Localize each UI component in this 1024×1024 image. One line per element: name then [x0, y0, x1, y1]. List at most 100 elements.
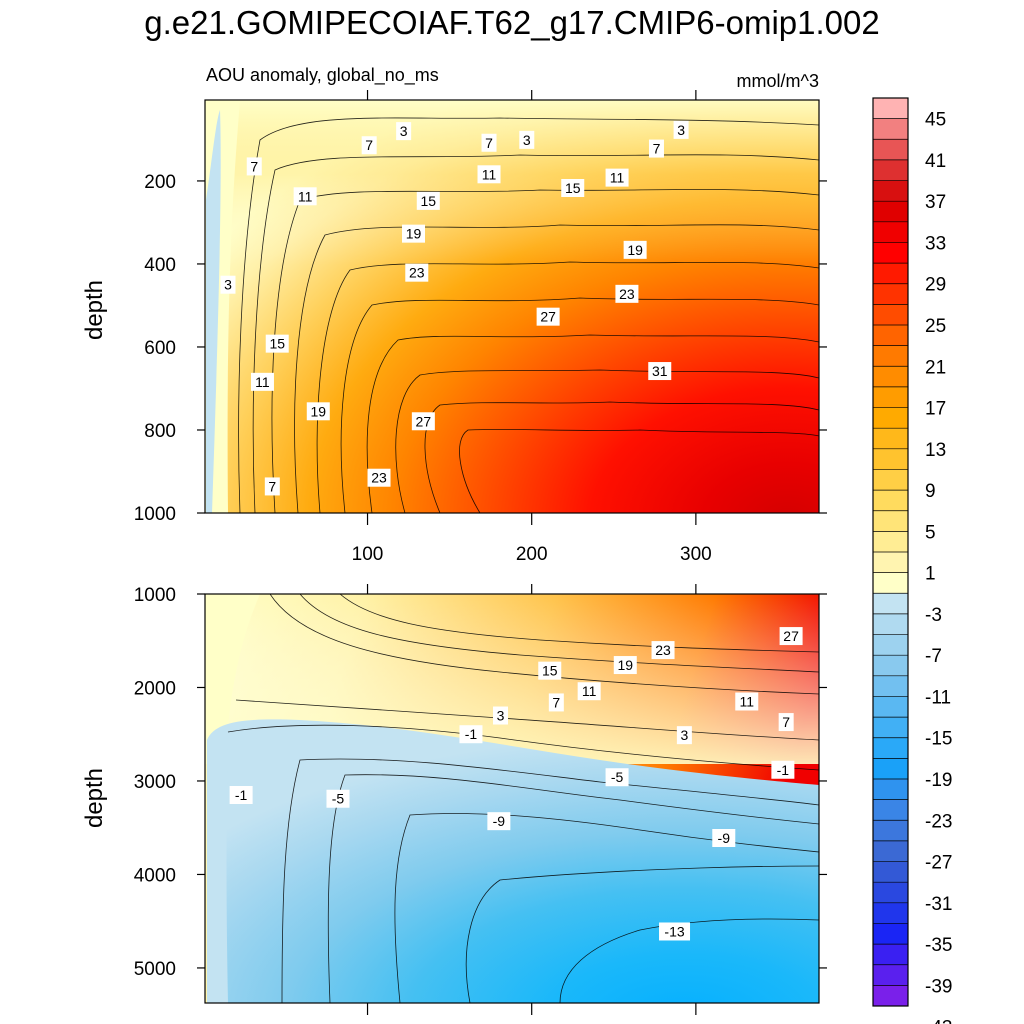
contour-label: 7: [361, 136, 377, 155]
contour-label-text: 27: [783, 628, 799, 644]
contour-label-text: 7: [552, 694, 560, 710]
contour-label-text: -9: [718, 830, 731, 846]
contour-label-text: 15: [420, 193, 436, 209]
x-tick-label: 100: [352, 544, 384, 565]
contour-label-text: 23: [371, 470, 387, 486]
colorbar-swatch: [873, 717, 908, 739]
colorbar-swatch: [873, 779, 908, 801]
colorbar: 45 41 37 33 29 25 21 17 13 9 5 1 -3 -7 -11 -15 -19 -23 -27…: [872, 97, 952, 1024]
colorbar-swatch: [873, 531, 908, 553]
contour-label-text: 15: [542, 663, 558, 679]
y-tick-label: 1000: [134, 504, 176, 525]
colorbar-swatch: [873, 696, 908, 718]
colorbar-swatch: [873, 201, 908, 223]
colorbar-swatch: [873, 572, 908, 594]
contour-label-text: 3: [400, 123, 408, 139]
colorbar-swatch: [873, 221, 908, 243]
contour-label-text: 27: [416, 413, 432, 429]
contour-label: -9: [712, 828, 736, 847]
colorbar-swatch: [873, 902, 908, 924]
contour-label-text: 7: [268, 478, 276, 494]
contour-label: -1: [229, 785, 253, 804]
colorbar-swatch: [873, 345, 908, 367]
colorbar-swatch: [873, 613, 908, 635]
contour-label: 15: [265, 334, 289, 353]
colorbar-swatch: [873, 882, 908, 904]
contour-label-text: -9: [493, 813, 506, 829]
contour-label-text: 11: [739, 694, 754, 710]
y-tick-label: 400: [144, 255, 176, 276]
figure-title: g.e21.GOMIPECOIAF.T62_g17.CMIP6-omip1.00…: [144, 4, 880, 41]
colorbar-frame: [872, 97, 909, 1007]
contour-label: 3: [493, 706, 509, 725]
contour-label: -5: [326, 789, 350, 808]
y-tick-label: 600: [144, 338, 176, 359]
contour-label: 15: [416, 191, 440, 210]
contour-label: 27: [536, 307, 560, 326]
negative-sliver: [206, 110, 221, 513]
contour-label: 3: [519, 130, 535, 149]
y-tick-label: 200: [144, 172, 176, 193]
contour-label-text: 3: [523, 132, 531, 148]
colorbar-swatch: [873, 552, 908, 574]
colorbar-label: -31: [925, 894, 952, 915]
contour-label: 11: [477, 165, 501, 184]
contour-label: 7: [648, 139, 664, 158]
contour-label-text: 7: [653, 141, 661, 157]
colorbar-swatch: [873, 655, 908, 677]
contour-label-text: 11: [582, 683, 597, 699]
contour-label: 7: [548, 693, 564, 712]
contour-label-text: -13: [664, 923, 684, 939]
colorbar-label: 5: [925, 522, 936, 543]
contour-label-text: 23: [619, 286, 635, 302]
contour-label-text: 3: [497, 708, 505, 724]
contour-label-text: 19: [617, 657, 633, 673]
contour-label: 7: [778, 713, 794, 732]
colorbar-swatch: [873, 304, 908, 326]
colorbar-swatch: [873, 242, 908, 264]
contour-label: -5: [605, 768, 629, 787]
contour-label: 7: [264, 477, 280, 496]
contour-label: 23: [615, 284, 639, 303]
contour-label-text: -1: [235, 787, 248, 803]
colorbar-label: 1: [925, 564, 936, 585]
colorbar-swatch: [873, 139, 908, 161]
contour-label-text: 19: [310, 403, 326, 419]
contour-label-text: 11: [298, 188, 313, 204]
contour-label-text: 19: [406, 226, 422, 242]
colorbar-swatch: [873, 180, 908, 202]
colorbar-label: -7: [925, 646, 942, 667]
contour-label-text: 15: [565, 180, 581, 196]
contour-label: 27: [411, 412, 435, 431]
lower-x-axis: [366, 584, 697, 1015]
contour-label: 3: [396, 122, 412, 141]
contour-label-text: 7: [782, 714, 790, 730]
contour-label: 19: [613, 656, 637, 675]
colorbar-label: 25: [925, 316, 946, 337]
contour-label-text: 11: [482, 166, 497, 182]
colorbar-label: -35: [925, 935, 952, 956]
colorbar-label: -39: [925, 976, 952, 997]
contour-label-text: 11: [610, 170, 625, 186]
contour-label-text: 7: [250, 158, 258, 174]
lower-frame: [204, 593, 820, 1004]
contour-label: 31: [648, 362, 672, 381]
colorbar-swatch: [873, 758, 908, 780]
contour-label-text: 27: [540, 309, 556, 325]
colorbar-label: 13: [925, 440, 946, 461]
upper-contour-labels: 37 7 3377111115151119193232327153111192723…: [220, 120, 689, 496]
contour-label: -1: [459, 725, 483, 744]
upper-x-axis: 100 200 300: [352, 90, 712, 565]
colorbar-label: 9: [925, 481, 936, 502]
colorbar-swatch: [873, 634, 908, 656]
contour-label: 3: [220, 275, 236, 294]
colorbar-label: 41: [925, 151, 946, 172]
colorbar-label: -19: [925, 770, 952, 791]
contour-label: 11: [735, 692, 759, 711]
lower-y-axis-title: depth: [81, 768, 108, 828]
upper-units-label: mmol/m^3: [737, 71, 819, 91]
colorbar-swatch: [873, 923, 908, 945]
contour-label-text: 3: [224, 277, 232, 293]
colorbar-label: 37: [925, 192, 946, 213]
